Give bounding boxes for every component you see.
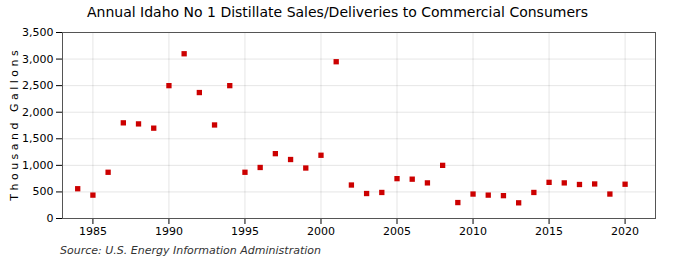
svg-text:0: 0 (47, 212, 54, 225)
svg-text:2,000: 2,000 (22, 106, 54, 119)
svg-text:2000: 2000 (307, 225, 335, 238)
svg-text:3,000: 3,000 (22, 53, 54, 66)
html-text:Source: U.S. Energy Informatio: Source: U.S. Energy Information Administ… (60, 244, 321, 257)
svg-text:2015: 2015 (535, 225, 563, 238)
svg-text:2,500: 2,500 (22, 79, 54, 92)
svg-text:1995: 1995 (231, 225, 259, 238)
svg-text:2010: 2010 (459, 225, 487, 238)
svg-text:2020: 2020 (611, 225, 639, 238)
html-text:Annual Idaho No 1 Distillate S: Annual Idaho No 1 Distillate Sales/Deliv… (86, 4, 589, 20)
svg-text:T h o u s a n d G a l l o n: T h o u s a n d G a l l o n s (8, 50, 21, 202)
svg-text:2005: 2005 (383, 225, 411, 238)
svg-text:1,000: 1,000 (22, 159, 54, 172)
svg-text:3,500: 3,500 (22, 26, 54, 39)
svg-text:1990: 1990 (155, 225, 183, 238)
svg-text:500: 500 (33, 185, 54, 198)
svg-text:1,500: 1,500 (22, 132, 54, 145)
svg-text:1985: 1985 (79, 225, 107, 238)
